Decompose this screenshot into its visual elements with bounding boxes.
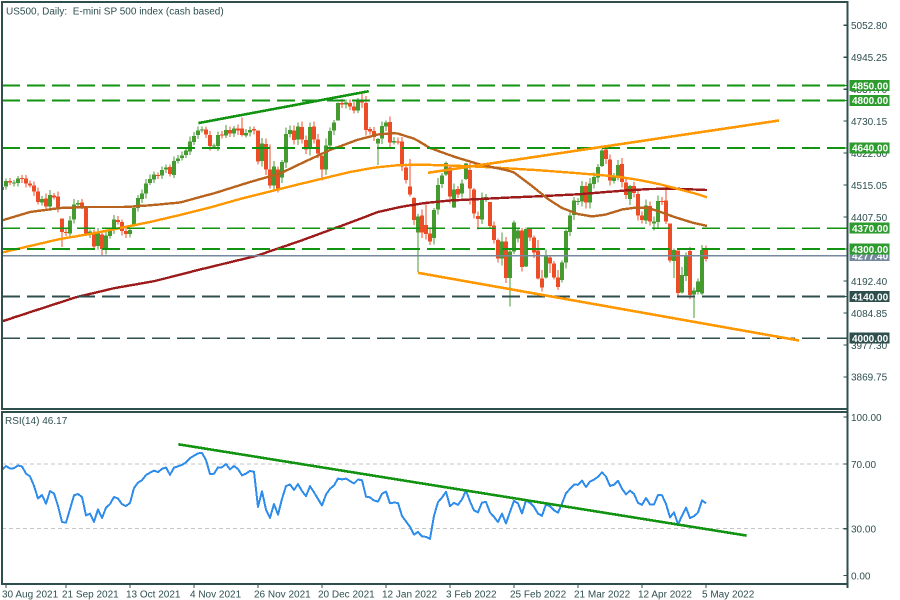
svg-text:4800.00: 4800.00 (852, 96, 889, 107)
svg-text:4300.00: 4300.00 (852, 245, 889, 256)
svg-text:13 Oct 2021: 13 Oct 2021 (126, 590, 181, 600)
svg-text:20 Dec 2021: 20 Dec 2021 (318, 590, 375, 600)
svg-text:4850.00: 4850.00 (852, 81, 889, 92)
svg-text:12 Apr 2022: 12 Apr 2022 (638, 590, 692, 600)
svg-text:3 Feb 2022: 3 Feb 2022 (446, 590, 497, 600)
svg-text:4140.00: 4140.00 (852, 292, 889, 303)
svg-text:4945.25: 4945.25 (851, 53, 888, 64)
svg-text:4 Nov 2021: 4 Nov 2021 (190, 590, 242, 600)
svg-text:4640.00: 4640.00 (852, 144, 889, 155)
svg-text:4515.05: 4515.05 (851, 181, 888, 192)
svg-text:70.00: 70.00 (851, 460, 876, 471)
svg-text:3977.30: 3977.30 (851, 341, 888, 352)
svg-text:4730.15: 4730.15 (851, 117, 888, 128)
svg-text:30 Aug 2021: 30 Aug 2021 (2, 590, 59, 600)
svg-text:4000.00: 4000.00 (852, 334, 889, 345)
svg-text:26 Nov 2021: 26 Nov 2021 (254, 590, 311, 600)
svg-text:21 Sep 2021: 21 Sep 2021 (62, 590, 119, 600)
svg-text:US500, Daily: E-mini SP 500 i: US500, Daily: E-mini SP 500 index (cash … (6, 7, 224, 18)
svg-text:5052.80: 5052.80 (851, 21, 888, 32)
svg-text:100.00: 100.00 (851, 413, 882, 424)
svg-text:4192.40: 4192.40 (851, 277, 888, 288)
svg-text:4277.40: 4277.40 (852, 252, 889, 263)
svg-text:25 Feb 2022: 25 Feb 2022 (510, 590, 567, 600)
svg-text:RSI(14) 46.17: RSI(14) 46.17 (5, 416, 68, 427)
svg-text:12 Jan 2022: 12 Jan 2022 (382, 590, 437, 600)
svg-text:4370.00: 4370.00 (852, 224, 889, 235)
svg-text:4084.85: 4084.85 (851, 309, 888, 320)
svg-text:5 May 2022: 5 May 2022 (702, 590, 755, 600)
svg-text:3869.75: 3869.75 (851, 373, 888, 384)
svg-text:30.00: 30.00 (851, 525, 876, 536)
svg-text:4407.50: 4407.50 (851, 213, 888, 224)
svg-text:0.00: 0.00 (851, 571, 871, 582)
svg-text:4622.60: 4622.60 (851, 149, 888, 160)
svg-text:21 Mar 2022: 21 Mar 2022 (574, 590, 631, 600)
